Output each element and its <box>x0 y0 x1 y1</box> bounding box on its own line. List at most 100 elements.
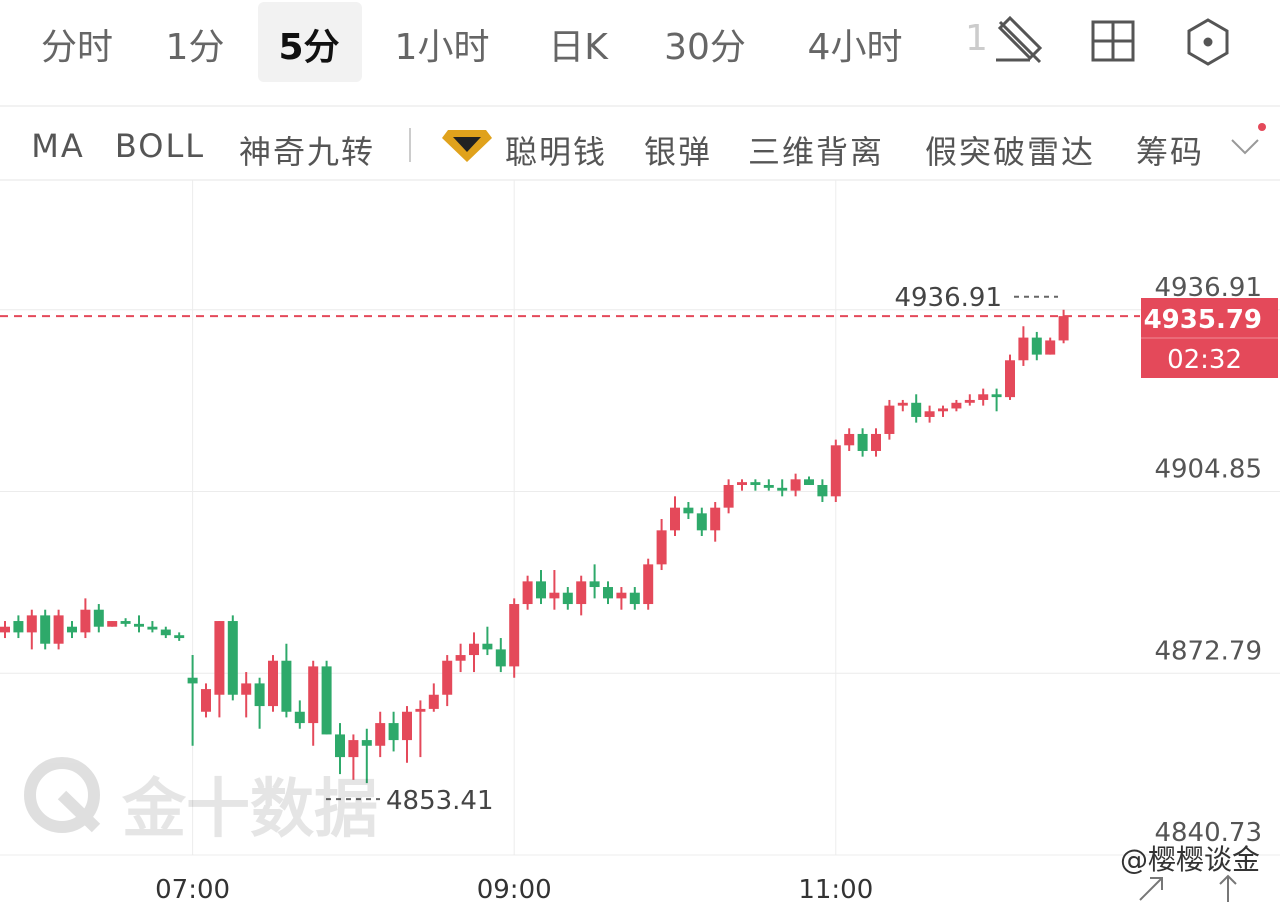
candle-body <box>268 660 278 707</box>
candle-body <box>227 621 238 695</box>
indicator-tab[interactable]: 银弹 <box>643 133 713 171</box>
candle-body <box>174 635 185 639</box>
candle-body <box>495 649 506 667</box>
candle-body <box>629 592 640 605</box>
candle-body <box>187 677 198 684</box>
candle-body <box>576 581 587 605</box>
active-tab-bg <box>258 2 362 82</box>
candle-body <box>790 479 801 491</box>
candle-body <box>804 479 814 485</box>
candle-body <box>723 484 734 508</box>
indicator-tab[interactable]: MA <box>31 127 85 165</box>
candle-body <box>308 666 319 724</box>
candle-body <box>964 399 975 403</box>
candle-body <box>991 394 1002 398</box>
toolbar-icons <box>996 15 1259 155</box>
candle-body <box>536 581 546 599</box>
candle-body <box>871 433 881 451</box>
x-tick-label: 11:00 <box>798 875 873 905</box>
candle-body <box>670 507 680 531</box>
watermark-logo <box>24 757 101 833</box>
indicator-tab[interactable]: 三维背离 <box>747 133 885 171</box>
diamond-inner <box>453 137 481 152</box>
high-label: 4936.91 <box>894 283 1002 313</box>
time-tab[interactable]: 日K <box>548 27 608 68</box>
candle-body <box>428 694 439 709</box>
candle-body <box>388 723 399 741</box>
candle-body <box>696 513 707 531</box>
candle-body <box>80 609 91 633</box>
draw-icon[interactable] <box>996 15 1043 64</box>
more-chevron[interactable] <box>1231 139 1259 155</box>
settings-dot <box>1203 37 1213 47</box>
candle-body <box>656 530 667 565</box>
candle-body <box>763 484 774 488</box>
candle-body <box>817 484 828 497</box>
x-tick-label: 07:00 <box>155 875 230 905</box>
expand-icons <box>1139 874 1237 902</box>
indicator-tab[interactable]: 神奇九转 <box>238 133 376 171</box>
time-tab[interactable]: 1小时 <box>394 27 490 68</box>
candle-body <box>1005 360 1015 398</box>
candle-body <box>1045 340 1056 355</box>
indicator-tab[interactable]: 筹码 <box>1135 133 1205 171</box>
candle-body <box>214 621 225 695</box>
time-tab[interactable]: 1 <box>965 18 988 59</box>
candle-body <box>375 723 386 746</box>
candle-body <box>616 592 627 599</box>
candle-body <box>1058 316 1069 341</box>
candle-body <box>509 604 520 667</box>
last-price-label: 4935.79 <box>1144 305 1262 335</box>
time-tab[interactable]: 分时 <box>40 27 114 68</box>
indicator-tab[interactable]: 聪明钱 <box>504 133 608 171</box>
y-tick-label: 4840.73 <box>1154 818 1262 848</box>
watermark: 金十数据 <box>122 773 378 847</box>
candle-body <box>951 402 962 409</box>
badge-dot <box>1258 123 1266 131</box>
x-tick-label: 09:00 <box>477 875 552 905</box>
candle-body <box>294 711 305 724</box>
candle-body <box>603 587 613 599</box>
candle-body <box>562 592 573 605</box>
settings-icon[interactable] <box>1187 18 1229 66</box>
time-tab[interactable]: 4小时 <box>807 27 903 68</box>
candle-body <box>884 405 895 434</box>
candle-body <box>750 482 761 485</box>
candle-body <box>67 626 77 633</box>
candle-body <box>281 660 292 712</box>
candle-body <box>1031 337 1042 355</box>
y-tick-label: 4936.91 <box>1154 273 1262 303</box>
candle-body <box>13 621 24 633</box>
candle-body <box>469 643 479 656</box>
time-tab[interactable]: 30分 <box>664 27 746 68</box>
candle-body <box>120 621 131 624</box>
y-tick-label: 4904.85 <box>1154 455 1262 485</box>
candle-body <box>897 402 908 406</box>
time-tab[interactable]: 5分 <box>278 27 340 68</box>
candle-body <box>147 626 158 630</box>
candle-body <box>1018 337 1029 361</box>
candle-body <box>241 683 252 695</box>
candle-body <box>455 655 466 661</box>
candle-body <box>844 433 855 446</box>
credit: @樱樱谈金 <box>1119 843 1261 876</box>
candle-body <box>40 615 51 644</box>
candle-body <box>911 402 922 417</box>
candle-body <box>549 592 560 599</box>
candle-body <box>402 711 412 741</box>
candle-body <box>26 615 37 633</box>
candle-body <box>522 581 533 605</box>
candle-body <box>93 609 104 627</box>
y-tick-label: 4872.79 <box>1154 636 1262 666</box>
indicator-tab[interactable]: 假突破雷达 <box>924 133 1096 171</box>
candle-body <box>53 615 64 644</box>
candle-body <box>134 623 144 627</box>
candle-body <box>348 740 359 758</box>
candle-body <box>335 734 345 758</box>
candle-body <box>107 621 118 627</box>
time-tab[interactable]: 1分 <box>165 27 225 68</box>
indicator-tab[interactable]: BOLL <box>114 127 206 165</box>
candle-body <box>0 626 10 633</box>
